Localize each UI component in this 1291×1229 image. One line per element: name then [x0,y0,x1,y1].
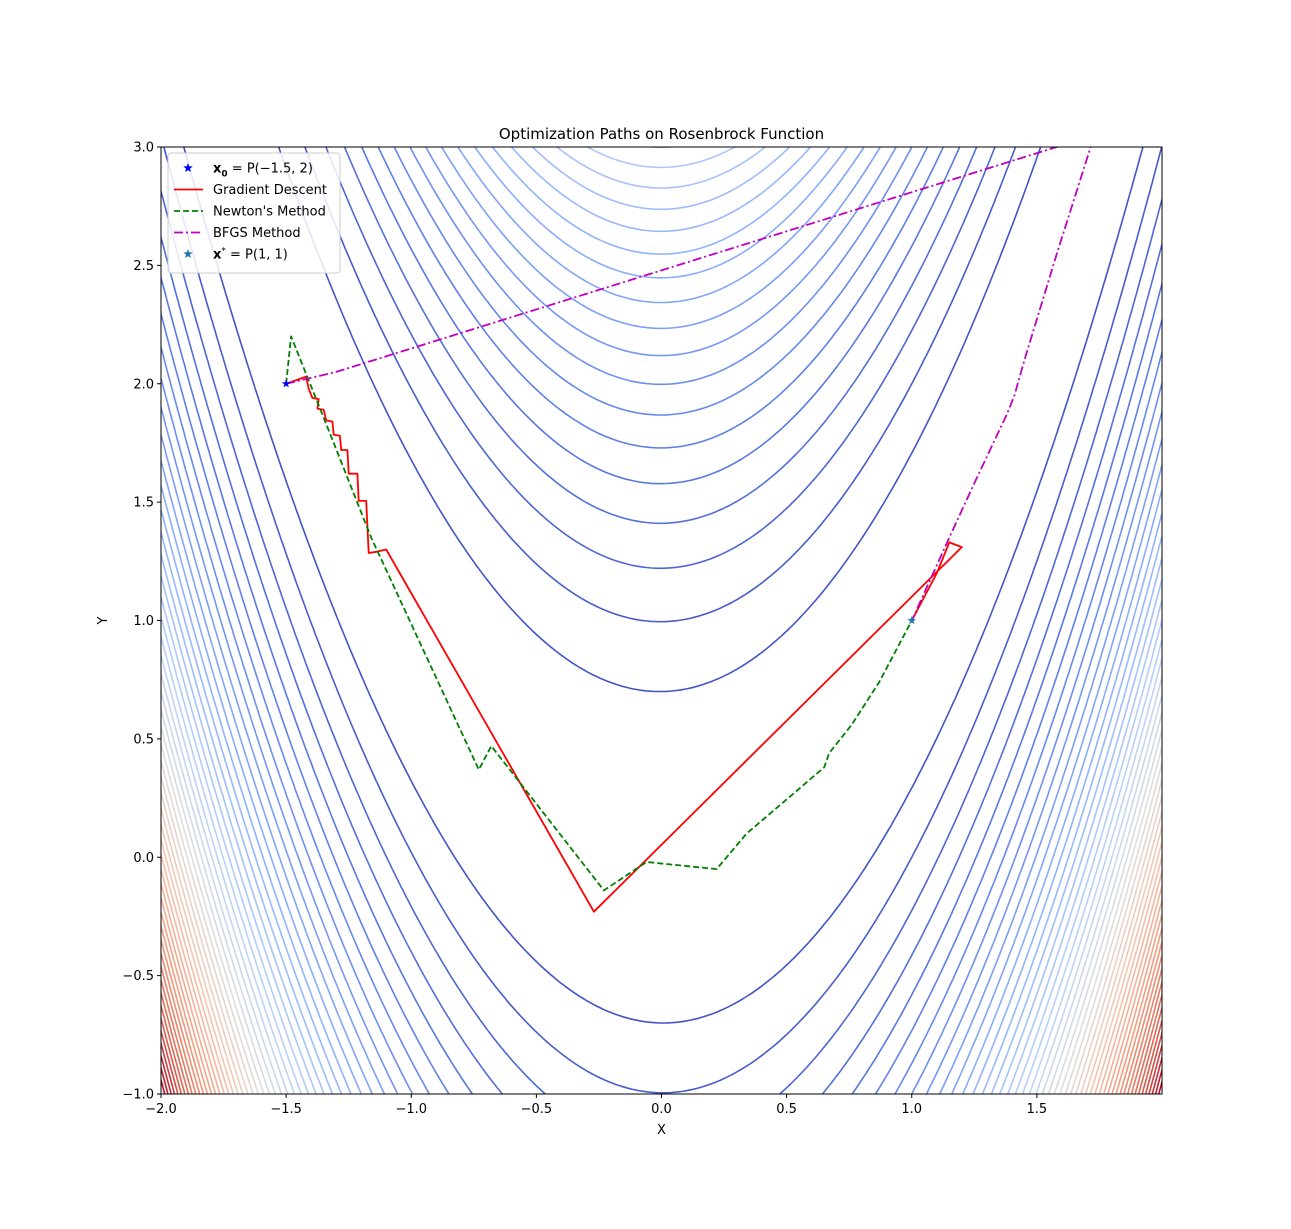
x-tick-label: 0.0 [651,1102,672,1117]
contour-level-49 [161,1079,1162,1094]
marker-layer [281,379,917,625]
legend-label: x0 = P(−1.5, 2) [213,162,313,180]
contour-level-15 [161,147,1162,1094]
optimum-point-marker [907,616,917,625]
y-axis-label: Y [96,616,111,625]
contour-level-25 [161,743,1162,1094]
y-tick-label: 1.5 [133,496,154,511]
contour-level-36 [161,911,1162,1094]
series-gradient-descent [285,375,963,913]
contour-level-19 [161,635,1162,1094]
x-axis: −2.0 −1.5 −1.0 −0.5 0.0 0.5 1.0 1.5 [145,1094,1047,1117]
legend: x0 = P(−1.5, 2) Gradient Descent Newton's … [167,152,341,274]
contour-level-46 [161,1042,1162,1094]
contour-level-10 [161,147,1162,1094]
contour-level-8 [161,147,1162,1094]
legend-marker-swatch [183,163,193,173]
contour-level-27 [161,776,1162,1094]
contour-level-3 [161,147,1162,1094]
contour-level-33 [161,868,1162,1094]
contour-level-26 [161,760,1162,1094]
contour-level-38 [161,939,1162,1094]
y-tick-label: 3.0 [133,141,154,156]
x-tick-label: −2.0 [145,1102,177,1117]
contour-level-47 [161,1054,1162,1094]
x-tick-label: 1.0 [901,1102,922,1117]
contour-level-23 [161,709,1162,1094]
contour-level-28 [161,792,1162,1094]
x-axis-label: X [657,1123,666,1138]
x-tick-label: −1.0 [395,1102,427,1117]
contour-level-4 [161,147,1162,1094]
series-newton-s-method [285,335,913,892]
contour-level-42 [161,992,1162,1094]
plot-area [161,147,1162,1094]
y-tick-label: 2.5 [133,259,154,274]
series-bfgs-method [285,147,1092,621]
legend-label: BFGS Method [213,226,301,241]
contour-level-48 [161,1067,1162,1094]
contour-level-39 [161,952,1162,1094]
contour-level-1 [183,147,1144,1024]
contour-level-44 [161,1017,1162,1094]
legend-box [167,152,341,274]
contour-level-21 [161,673,1162,1094]
y-tick-label: 0.0 [133,851,154,866]
contour-level-41 [161,979,1162,1094]
contour-level-12 [161,147,1162,1094]
contour-level-45 [161,1030,1162,1094]
contour-level-22 [161,691,1162,1094]
contour-level-31 [161,838,1162,1094]
x-tick-label: 0.5 [776,1102,797,1117]
legend-label: Gradient Descent [213,183,327,198]
contour-level-13 [161,147,1162,1094]
contour-level-14 [161,147,1162,1094]
contour-level-9 [161,147,1162,1094]
series-layer [285,147,1092,913]
contour-lines [161,147,1162,1094]
contour-level-7 [161,147,1162,1094]
contour-level-29 [161,808,1162,1094]
contour-level-32 [161,853,1162,1094]
x-tick-label: 1.5 [1027,1102,1048,1117]
contour-level-2 [163,147,1162,1094]
chart-title: Optimization Paths on Rosenbrock Functio… [499,125,824,143]
start-point-marker [281,379,291,388]
x-tick-label: −1.5 [270,1102,302,1117]
contour-level-11 [161,147,1162,1094]
legend-marker-swatch [183,249,193,259]
contour-level-17 [161,147,1162,1094]
y-tick-label: −0.5 [122,969,154,984]
y-axis: −1.0 −0.5 0.0 0.5 1.0 1.5 2.0 2.5 3.0 [122,141,161,1103]
x-tick-label: −0.5 [521,1102,553,1117]
y-tick-label: 0.5 [133,732,154,747]
contour-level-24 [161,726,1162,1094]
contour-level-20 [161,654,1162,1094]
contour-level-18 [161,147,1162,1094]
contour-level-37 [161,925,1162,1094]
plot-frame [160,146,1163,1095]
contour-level-5 [161,147,1162,1094]
contour-level-30 [161,823,1162,1094]
legend-label: Newton's Method [213,205,326,220]
y-tick-label: −1.0 [122,1088,154,1103]
contour-level-43 [161,1004,1162,1094]
contour-level-34 [161,883,1162,1094]
legend-label: x* = P(1, 1) [213,247,288,263]
y-tick-label: 2.0 [133,377,154,392]
contour-level-40 [161,965,1162,1094]
contour-level-16 [161,147,1162,1094]
contour-level-6 [161,147,1162,1094]
contour-level-35 [161,897,1162,1094]
y-tick-label: 1.0 [133,614,154,629]
